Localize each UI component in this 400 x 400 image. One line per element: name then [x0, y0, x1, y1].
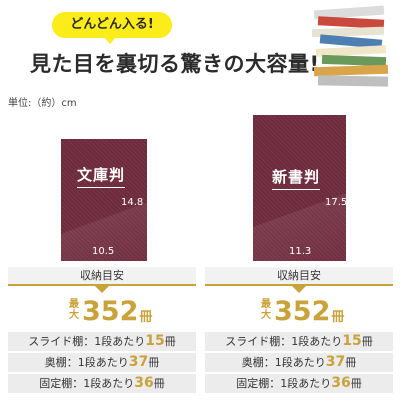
- book-stack-illustration: [311, 5, 389, 87]
- bunko-max-prefix: 最大: [69, 299, 79, 321]
- shinsho-slide-shelf: スライド棚：1段あたり15冊: [205, 332, 393, 351]
- shinsho-down-arrow-icon: [292, 286, 306, 293]
- unit-note: 単位:（約）cm: [8, 98, 77, 109]
- bunko-max-number: 352: [82, 296, 139, 327]
- shinsho-max-prefix: 最大: [261, 299, 271, 321]
- shinsho-cover: [253, 115, 346, 261]
- shinsho-title: 新書判: [272, 166, 321, 190]
- shinsho-fixed-shelf: 固定棚：1段あたり36冊: [205, 374, 393, 393]
- bunko-title: 文庫判: [77, 164, 126, 188]
- bunko-slide-shelf: スライド棚：1段あたり15冊: [8, 332, 196, 351]
- shinsho-height: 17.5: [325, 197, 348, 208]
- shinsho-width: 11.3: [289, 246, 312, 257]
- bunko-storage-label: 収納目安: [8, 267, 196, 284]
- tag-pointer: [104, 37, 116, 44]
- bunko-down-arrow-icon: [95, 286, 109, 293]
- catchphrase-tag: どんどん入る!: [52, 12, 172, 38]
- shinsho-back-shelf: 奥棚：1段あたり37冊: [205, 353, 393, 372]
- bunko-fixed-shelf: 固定棚：1段あたり36冊: [8, 374, 196, 393]
- bunko-max-capacity: 最大 352冊: [68, 296, 152, 328]
- shinsho-max-number: 352: [274, 296, 331, 327]
- shinsho-max-unit: 冊: [331, 310, 345, 325]
- shinsho-max-capacity: 最大 352冊: [260, 296, 344, 328]
- bunko-back-shelf: 奥棚：1段あたり37冊: [8, 353, 196, 372]
- bunko-divider: [8, 284, 196, 286]
- headline: 見た目を裏切る驚きの大容量!: [30, 52, 320, 76]
- bunko-max-unit: 冊: [139, 310, 153, 325]
- bunko-cover: [61, 139, 147, 261]
- shinsho-storage-label: 収納目安: [205, 267, 393, 284]
- shinsho-divider: [205, 284, 393, 286]
- bunko-height: 14.8: [121, 197, 144, 208]
- bunko-width: 10.5: [92, 246, 115, 257]
